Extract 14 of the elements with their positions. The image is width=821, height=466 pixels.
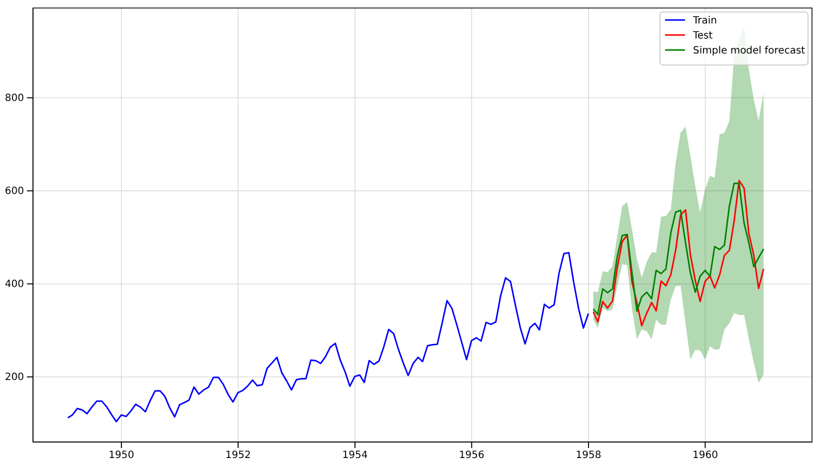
legend-label: Train bbox=[692, 16, 717, 26]
x-tick-label: 1960 bbox=[692, 450, 718, 462]
y-tick-label: 600 bbox=[4, 186, 24, 198]
legend-label: Test bbox=[692, 30, 713, 42]
x-tick-label: 1954 bbox=[342, 450, 368, 462]
y-tick-label: 800 bbox=[4, 92, 24, 104]
y-tick-label: 200 bbox=[4, 372, 24, 384]
y-tick-label: 400 bbox=[4, 279, 24, 290]
x-tick-label: 1950 bbox=[108, 450, 134, 462]
x-tick-label: 1958 bbox=[576, 450, 602, 462]
line-series bbox=[67, 252, 590, 422]
x-tick-label: 1956 bbox=[458, 450, 484, 462]
legend-label: Simple model forecast bbox=[693, 46, 806, 56]
x-tick-label: 1952 bbox=[225, 450, 251, 462]
